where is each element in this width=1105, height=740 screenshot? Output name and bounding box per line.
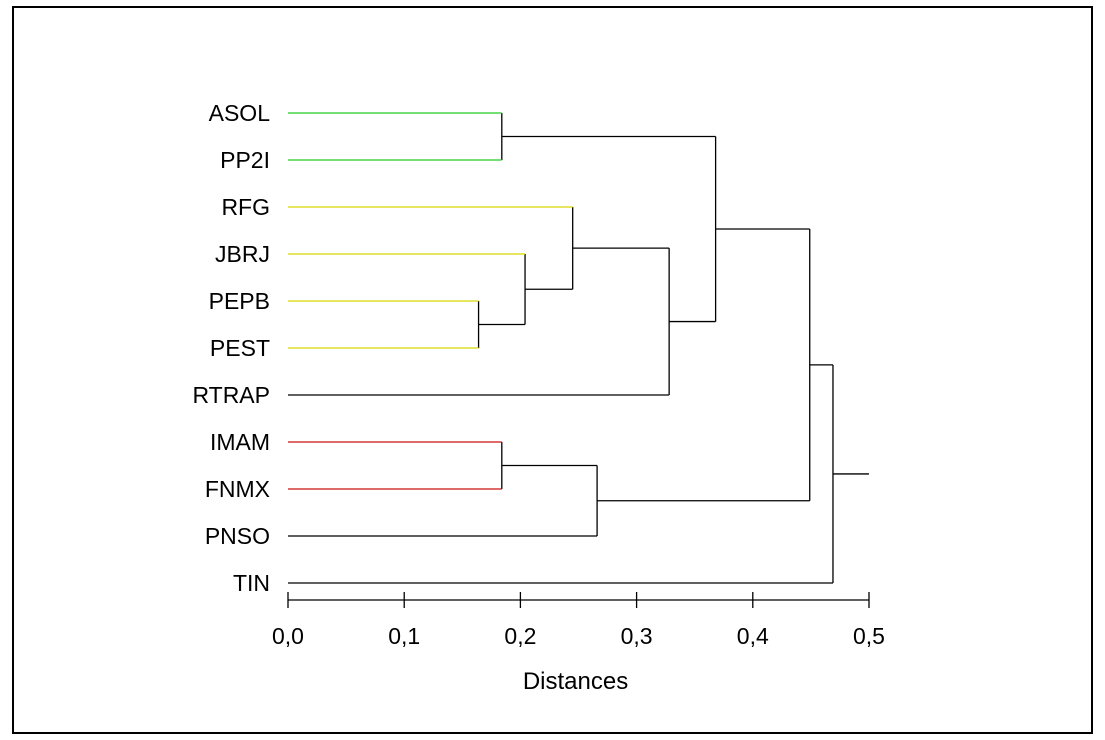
leaf-label: JBRJ xyxy=(215,241,270,267)
x-tick-label: 0,1 xyxy=(388,623,420,649)
x-tick-label: 0,3 xyxy=(621,623,653,649)
x-axis-title: Distances xyxy=(523,668,628,695)
leaf-label: TIN xyxy=(233,570,270,596)
leaf-lines xyxy=(288,112,833,584)
x-tick-label: 0,2 xyxy=(504,623,536,649)
leaf-label: IMAM xyxy=(210,429,270,455)
leaf-label: RFG xyxy=(221,194,270,220)
x-tick-label: 0,0 xyxy=(272,623,304,649)
leaf-label: FNMX xyxy=(205,476,270,502)
leaf-label: PP2I xyxy=(220,147,270,173)
leaf-label: ASOL xyxy=(209,100,271,126)
leaf-label: PEPB xyxy=(209,288,270,314)
x-axis: 0,0 0,1 0,2 0,3 0,4 0,5 xyxy=(272,592,885,649)
leaf-label: RTRAP xyxy=(192,382,270,408)
chart-frame: ASOL PP2I RFG JBRJ PEPB PEST RTRAP IMAM FNMX PNSO… xyxy=(12,6,1093,734)
dendrogram-chart: ASOL PP2I RFG JBRJ PEPB PEST RTRAP IMAM FNMX PNSO… xyxy=(192,100,885,695)
dendrogram-links xyxy=(477,113,869,583)
x-tick-label: 0,4 xyxy=(737,623,769,649)
leaf-labels: ASOL PP2I RFG JBRJ PEPB PEST RTRAP IMAM FNMX PNSO… xyxy=(192,100,270,596)
leaf-label: PEST xyxy=(210,335,270,361)
leaf-label: PNSO xyxy=(205,523,270,549)
x-tick-label: 0,5 xyxy=(853,623,885,649)
